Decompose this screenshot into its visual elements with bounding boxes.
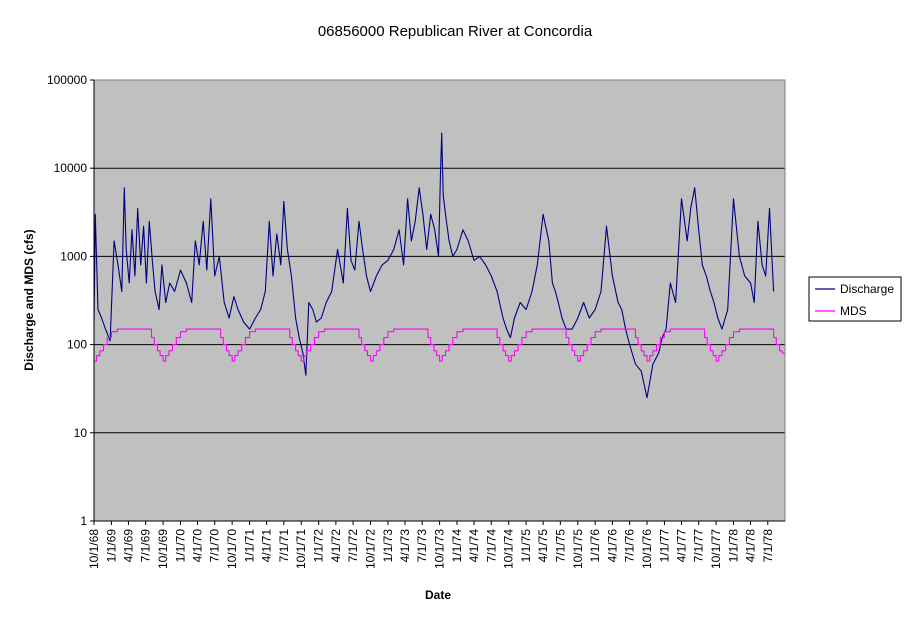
y-tick-label: 10 bbox=[74, 426, 88, 440]
series-layer bbox=[93, 132, 785, 399]
x-tick-label: 10/1/70 bbox=[225, 529, 239, 569]
x-tick-label: 4/1/74 bbox=[467, 529, 481, 563]
x-tick-label: 10/1/76 bbox=[640, 529, 654, 569]
x-tick-label: 7/1/74 bbox=[484, 529, 498, 563]
x-tick-label: 1/1/71 bbox=[243, 529, 257, 563]
x-tick-label: 1/1/78 bbox=[727, 529, 741, 563]
x-axis-title: Date bbox=[425, 588, 451, 602]
y-tick-label: 10000 bbox=[54, 161, 88, 175]
x-tick-label: 10/1/74 bbox=[502, 529, 516, 569]
legend: Discharge MDS bbox=[808, 276, 902, 322]
x-tick-label: 4/1/73 bbox=[398, 529, 412, 563]
x-tick-label: 7/1/75 bbox=[553, 529, 567, 563]
x-tick-label: 1/1/76 bbox=[588, 529, 602, 563]
x-tick-label: 1/1/75 bbox=[519, 529, 533, 563]
x-tick-label: 4/1/70 bbox=[191, 529, 205, 563]
y-axis: 1 10 100 1000 10000 100000 bbox=[47, 73, 95, 528]
legend-label-discharge: Discharge bbox=[840, 282, 894, 296]
x-tick-label: 1/1/69 bbox=[104, 529, 118, 563]
x-tick-label: 4/1/76 bbox=[605, 529, 619, 563]
x-tick-label: 7/1/71 bbox=[277, 529, 291, 563]
series-line-mds bbox=[94, 328, 785, 362]
x-tick-label: 10/1/75 bbox=[571, 529, 585, 569]
x-tick-label: 7/1/69 bbox=[139, 529, 153, 563]
x-tick-label: 10/1/77 bbox=[709, 529, 723, 569]
legend-label-mds: MDS bbox=[840, 304, 867, 318]
x-tick-label: 10/1/68 bbox=[87, 529, 101, 569]
x-tick-label: 1/1/74 bbox=[450, 529, 464, 563]
x-tick-label: 1/1/77 bbox=[657, 529, 671, 563]
x-tick-label: 4/1/75 bbox=[536, 529, 550, 563]
x-axis: 10/1/68 1/1/69 4/1/69 7/1/69 10/1/69 1/1/70 4/… bbox=[87, 520, 785, 569]
x-tick-label: 10/1/72 bbox=[364, 529, 378, 569]
x-tick-label: 7/1/72 bbox=[346, 529, 360, 563]
x-tick-label: 4/1/71 bbox=[260, 529, 274, 563]
x-tick-label: 10/1/73 bbox=[433, 529, 447, 569]
plot-area bbox=[94, 80, 785, 521]
x-tick-label: 10/1/71 bbox=[294, 529, 308, 569]
x-tick-label: 7/1/78 bbox=[761, 529, 775, 563]
legend-box bbox=[808, 276, 902, 322]
x-tick-label: 4/1/77 bbox=[674, 529, 688, 563]
x-tick-label: 4/1/69 bbox=[121, 529, 135, 563]
x-tick-label: 7/1/77 bbox=[692, 529, 706, 563]
x-tick-label: 10/1/69 bbox=[156, 529, 170, 569]
y-axis-title: Discharge and MDS (cfs) bbox=[22, 229, 36, 370]
y-tick-label: 100 bbox=[67, 338, 87, 352]
x-tick-label: 7/1/73 bbox=[415, 529, 429, 563]
x-tick-label: 4/1/78 bbox=[744, 529, 758, 563]
y-tick-label: 1 bbox=[80, 514, 87, 528]
x-tick-label: 1/1/72 bbox=[312, 529, 326, 563]
x-tick-label: 7/1/76 bbox=[623, 529, 637, 563]
series-line-discharge bbox=[93, 132, 775, 399]
x-tick-label: 4/1/72 bbox=[329, 529, 343, 563]
gridlines bbox=[94, 167, 785, 434]
y-tick-label: 100000 bbox=[47, 73, 87, 87]
y-tick-label: 1000 bbox=[60, 249, 87, 263]
chart-title: 06856000 Republican River at Concordia bbox=[318, 23, 593, 40]
x-tick-label: 7/1/70 bbox=[208, 529, 222, 563]
x-tick-label: 1/1/70 bbox=[173, 529, 187, 563]
x-tick-label: 1/1/73 bbox=[381, 529, 395, 563]
